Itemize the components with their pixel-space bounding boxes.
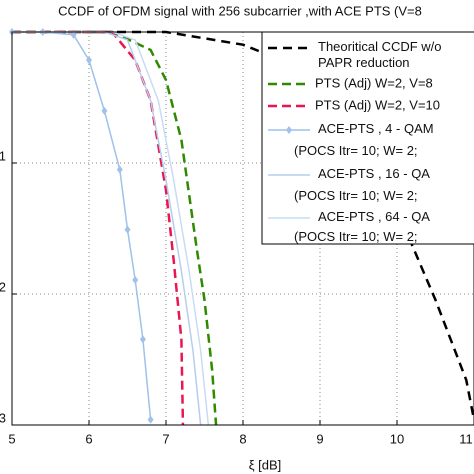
point [70, 30, 77, 39]
x-tick-label: 7 [162, 431, 169, 446]
x-tick-label: 6 [85, 431, 92, 446]
legend-label-line: (POCS Itr= 10; W= 2; [294, 229, 418, 244]
legend-label: ACE-PTS , 16 - QA (POCS Itr= 10; W= 2; [294, 166, 430, 203]
point [139, 335, 146, 344]
legend-label: PTS (Adj) W=2, V=8 [315, 75, 433, 90]
chart-title: CCDF of OFDM signal with 256 subcarrier … [58, 3, 422, 18]
legend-marker [286, 126, 292, 134]
series-line [12, 31, 210, 426]
series-line [12, 31, 152, 420]
series-line [12, 31, 202, 426]
x-tick-label: 5 [8, 431, 15, 446]
legend-label: PTS (Adj) W=2, V=10 [315, 97, 440, 112]
legend-label-line: (POCS Itr= 10; W= 2; [294, 143, 418, 158]
legend-label-line: Theoritical CCDF w/o [318, 39, 442, 54]
x-tick-label: 11 [459, 431, 473, 446]
legend-label-line: PAPR reduction [318, 55, 410, 70]
legend-label-line: ACE-PTS , 4 - QAM [318, 121, 434, 136]
legend-label-line: ACE-PTS , 16 - QA [318, 166, 430, 181]
legend-label: ACE-PTS , 4 - QAM (POCS Itr= 10; W= 2; [294, 121, 434, 158]
legend: Theoritical CCDF w/o PAPR reduction PTS (A… [261, 31, 474, 245]
y-tick-label: 2 [0, 279, 6, 294]
point [132, 275, 139, 284]
plot-frame [11, 31, 474, 426]
legend-label: Theoritical CCDF w/o PAPR reduction [318, 39, 442, 70]
point [86, 56, 92, 65]
legend-box [261, 31, 474, 245]
x-axis-label: ξ [dB] [249, 457, 282, 472]
legend-label-line: (POCS Itr= 10; W= 2; [294, 188, 418, 203]
x-tick-label: 9 [316, 431, 323, 446]
x-tick-label: 8 [239, 431, 246, 446]
y-tick-label: 1 [0, 148, 6, 163]
x-tick-label: 10 [390, 431, 404, 446]
y-tick-label: 3 [0, 410, 6, 425]
point [101, 106, 108, 115]
point [124, 225, 131, 234]
legend-label: ACE-PTS , 64 - QA (POCS Itr= 10; W= 2; [294, 209, 430, 244]
point [116, 165, 123, 174]
legend-label-line: ACE-PTS , 64 - QA [318, 209, 430, 224]
point [147, 415, 154, 424]
series-line [12, 30, 218, 426]
